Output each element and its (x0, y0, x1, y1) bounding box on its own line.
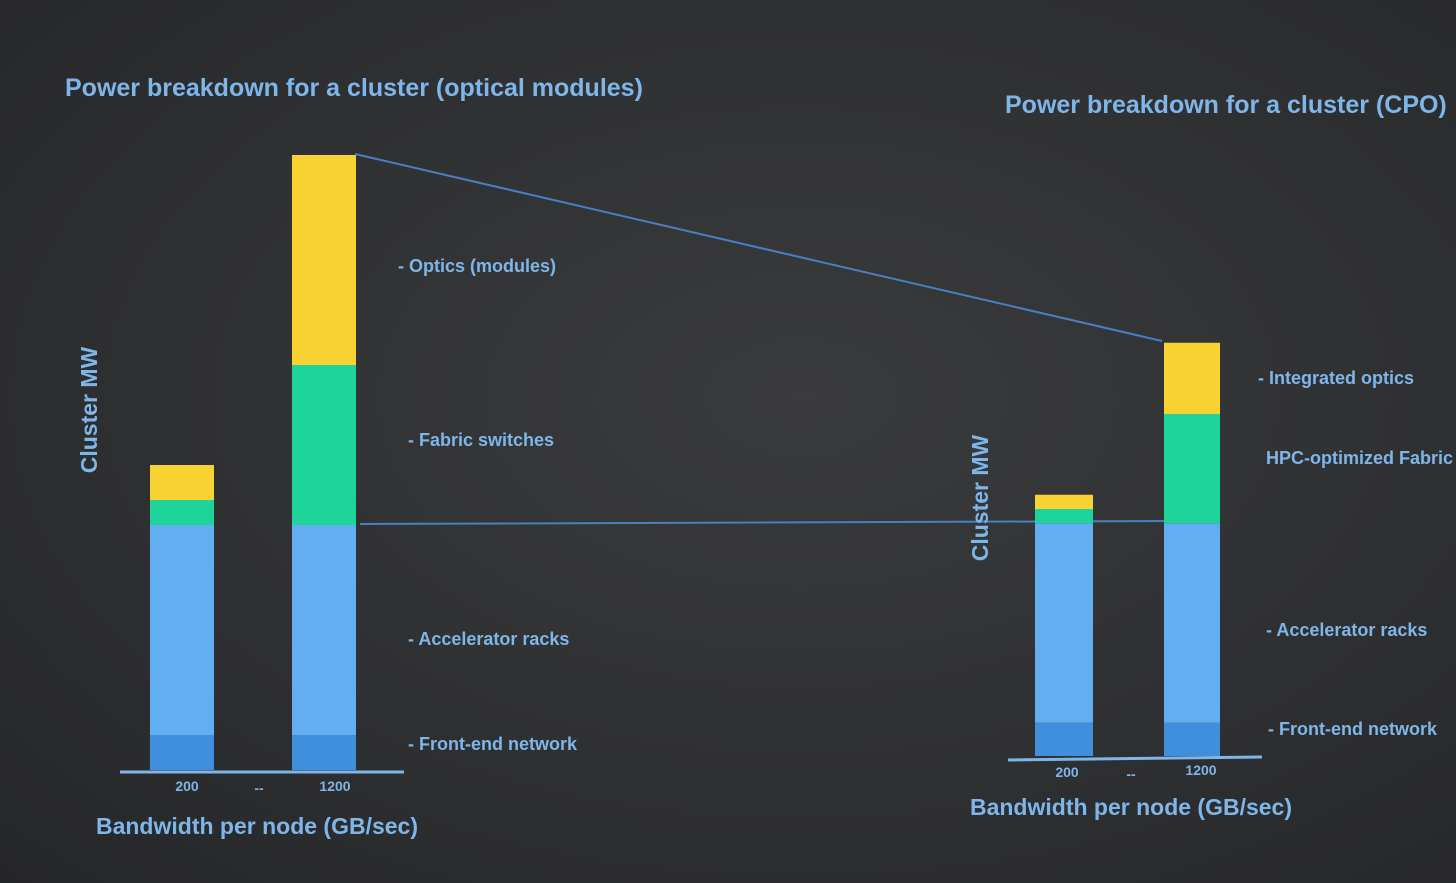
x-axis-label-right: Bandwidth per node (GB/sec) (970, 794, 1292, 820)
y-axis-label-left: Cluster MW (76, 346, 102, 473)
x-axis-line-right (1007, 755, 1263, 762)
bar-segment-1200-3 (1164, 414, 1220, 524)
legend-accelerator-racks-left: - Accelerator racks (408, 629, 569, 649)
bar-segment-1200-4 (292, 155, 356, 365)
x-tick-label: 1200 (319, 778, 350, 794)
x-tick-label: 200 (175, 778, 199, 794)
legend-hpc-optimized-fabric-switches: HPC-optimized Fabric switches (1266, 448, 1456, 468)
x-tick-separator: -- (254, 780, 264, 796)
bar-segment-1200-3 (292, 365, 356, 525)
chart-title-right: Power breakdown for a cluster (CPO) (1005, 91, 1447, 119)
bar-segment-1200-4 (1164, 342, 1220, 414)
bar-segment-200-3 (150, 500, 214, 525)
bar-segment-1200-1 (1164, 722, 1220, 756)
bar-segment-1200-1 (292, 735, 356, 770)
bar-segment-200-2 (150, 525, 214, 735)
bar-segment-200-1 (150, 735, 214, 770)
bars-right (1035, 342, 1220, 756)
bar-segment-200-4 (1035, 494, 1093, 509)
bar-segment-200-1 (1035, 722, 1093, 756)
legend-integrated-optics: - Integrated optics (1258, 368, 1414, 388)
bar-segment-200-3 (1035, 509, 1093, 524)
legend-front-end-network-right: - Front-end network (1268, 719, 1438, 739)
bar-segment-1200-2 (1164, 523, 1220, 723)
x-axis-label-left: Bandwidth per node (GB/sec) (96, 813, 418, 839)
x-tick-separator: -- (1126, 766, 1136, 782)
x-tick-label: 200 (1055, 764, 1079, 780)
legend-front-end-network-left: - Front-end network (408, 734, 578, 754)
y-axis-label-right: Cluster MW (967, 434, 993, 561)
legend-accelerator-racks-right: - Accelerator racks (1266, 620, 1427, 640)
chart-cpo: Power breakdown for a cluster (CPO) Clus… (967, 91, 1456, 820)
connector-line-middle (359, 520, 1169, 525)
connector-line-top (354, 153, 1163, 342)
bar-segment-200-2 (1035, 523, 1093, 723)
legend-optics-modules: - Optics (modules) (398, 256, 556, 276)
bars-left (150, 155, 356, 770)
bar-segment-1200-2 (292, 525, 356, 735)
chart-optical-modules: Power breakdown for a cluster (optical m… (65, 74, 643, 839)
bar-segment-200-4 (150, 465, 214, 500)
legend-fabric-switches: - Fabric switches (408, 430, 554, 450)
x-tick-label: 1200 (1185, 762, 1216, 778)
chart-title-left: Power breakdown for a cluster (optical m… (65, 74, 643, 102)
